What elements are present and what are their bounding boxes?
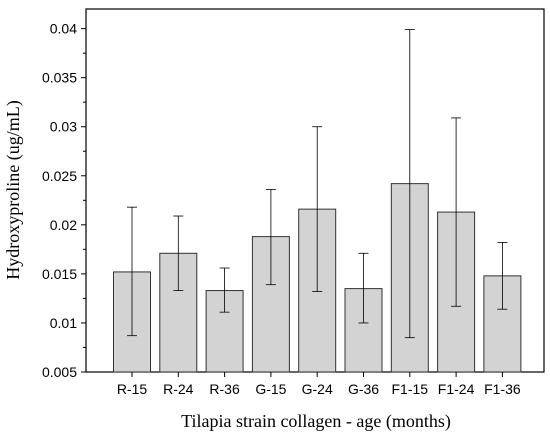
error-bars-group — [127, 29, 508, 339]
x-tick-label: R-24 — [163, 381, 194, 397]
x-tick-label: G-36 — [348, 381, 379, 397]
y-tick-label: 0.005 — [42, 364, 77, 380]
y-axis-ticks: 0.005 0.01 0.015 0.02 0.025 0.03 0.035 0.04 — [42, 21, 86, 380]
y-tick-label: 0.035 — [42, 70, 77, 86]
x-tick-label: F1-15 — [392, 381, 429, 397]
x-tick-label: G-15 — [255, 381, 286, 397]
x-axis-title: Tilapia strain collagen - age (months) — [181, 411, 451, 432]
y-tick-label: 0.02 — [50, 217, 77, 233]
y-tick-label: 0.03 — [50, 119, 77, 135]
x-tick-label: F1-24 — [438, 381, 475, 397]
y-tick-label: 0.015 — [42, 266, 77, 282]
x-axis-ticks: R-15 R-24 R-36 G-15 G-24 G-36 F1-15 F1-24 F1-36 — [117, 372, 521, 397]
x-tick-label: G-24 — [302, 381, 333, 397]
x-tick-label: F1-36 — [484, 381, 521, 397]
y-tick-label: 0.025 — [42, 168, 77, 184]
y-tick-label: 0.04 — [50, 21, 77, 37]
y-tick-label: 0.01 — [50, 315, 77, 331]
x-tick-label: R-15 — [117, 381, 148, 397]
y-axis-title: Hydroxyproline (ug/mL) — [3, 100, 24, 279]
x-tick-label: R-36 — [209, 381, 240, 397]
